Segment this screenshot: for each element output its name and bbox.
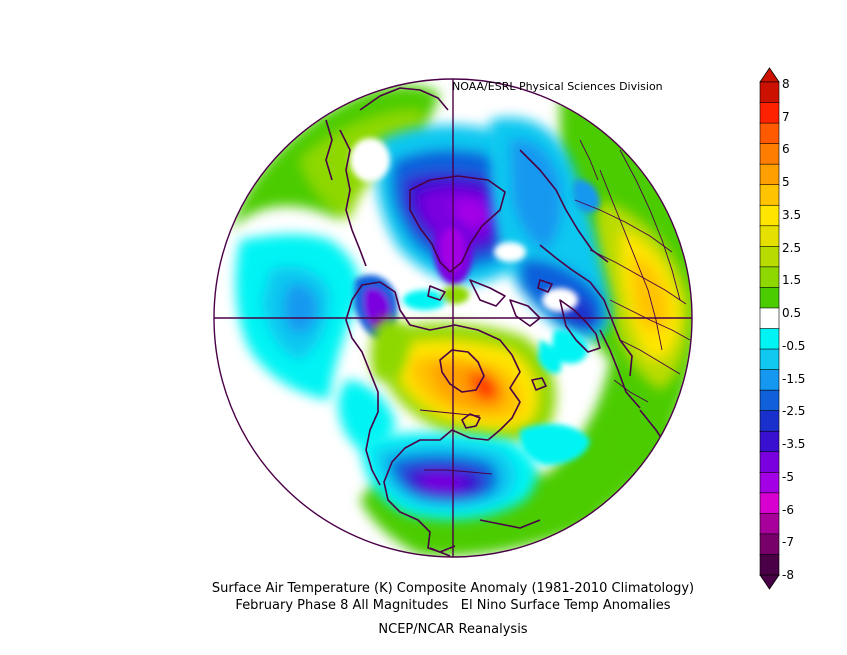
colorbar-label: 7 (782, 109, 790, 124)
anomaly-field (214, 79, 692, 557)
colorbar-label: -0.5 (782, 338, 806, 353)
colorbar-label: 3.5 (782, 207, 802, 222)
colorbar-swatch (759, 389, 780, 412)
colorbar-swatch (759, 554, 780, 576)
colorbar-swatch (759, 328, 780, 350)
colorbar-label: -6 (782, 502, 794, 517)
colorbar-swatch (759, 102, 780, 124)
colorbar-top-arrow (759, 67, 780, 83)
colorbar-swatch (759, 369, 780, 391)
country-borders (419, 139, 691, 475)
colorbar-label: 2.5 (782, 240, 802, 255)
colorbar-label: 5 (782, 175, 790, 190)
colorbar-swatch (759, 492, 780, 515)
colorbar-label: -1.5 (782, 371, 806, 386)
colorbar-swatch (759, 266, 780, 289)
colorbar-label: -5 (782, 469, 794, 484)
colorbar-swatch (759, 204, 780, 227)
colorbar (759, 67, 780, 590)
colorbar-swatch (759, 348, 780, 371)
colorbar-swatch (759, 225, 780, 248)
colorbar-swatch (759, 122, 780, 145)
colorbar-swatch (759, 184, 780, 207)
colorbar-label: -3.5 (782, 437, 806, 452)
colorbar-swatch (759, 287, 780, 309)
colorbar-swatch (759, 471, 780, 494)
colorbar-swatch (759, 451, 780, 474)
colorbar-swatch (759, 430, 780, 453)
colorbar-bottom-arrow (759, 574, 780, 590)
colorbar-swatch (759, 307, 780, 330)
caption-line-2: February Phase 8 All Magnitudes El Nino … (235, 598, 671, 613)
colorbar-label: 6 (782, 142, 790, 157)
colorbar-swatch (759, 163, 780, 186)
colorbar-label: -7 (782, 535, 794, 550)
colorbar-swatch (759, 143, 780, 165)
colorbar-label: 8 (782, 77, 790, 91)
colorbar-swatch (759, 81, 780, 104)
caption-line-3: NCEP/NCAR Reanalysis (378, 622, 528, 637)
colorbar-swatch (759, 533, 780, 556)
caption-line-1: Surface Air Temperature (K) Composite An… (211, 581, 695, 596)
colorbar-swatch (759, 410, 780, 433)
colorbar-label: 1.5 (782, 273, 802, 288)
colorbar-swatch (759, 513, 780, 535)
colorbar-label: 0.5 (782, 306, 802, 321)
credit-label: NOAA/ESRL Physical Sciences Division (452, 80, 663, 93)
colorbar-swatch (759, 246, 780, 268)
colorbar-label: -8 (782, 568, 794, 582)
colorbar-label: -2.5 (782, 404, 806, 419)
